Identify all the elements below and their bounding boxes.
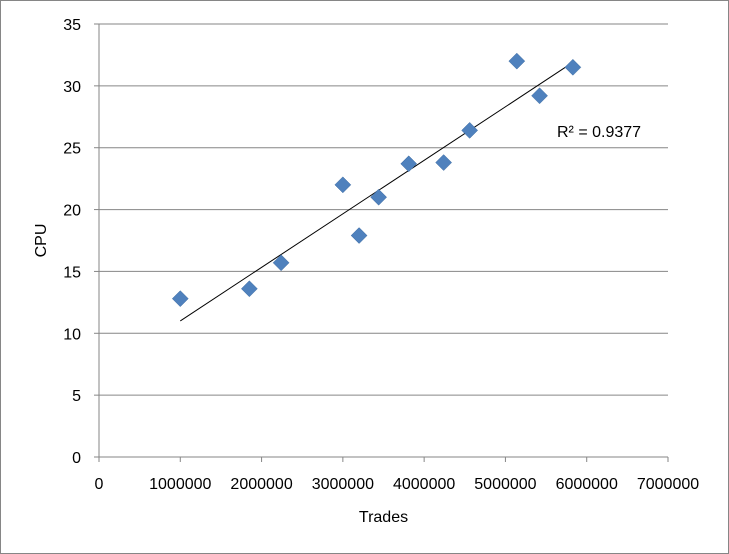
data-point [435,154,453,171]
x-tick-label: 5000000 [474,476,536,493]
x-tick-label: 7000000 [637,476,699,493]
data-point [564,58,582,76]
x-tick-label: 3000000 [312,476,374,493]
y-tick-label: 15 [63,264,81,281]
axes [94,23,669,462]
gridlines [99,23,668,396]
y-tick-label: 5 [72,388,81,405]
y-tick-label: 10 [63,326,81,343]
data-point [508,52,526,70]
y-tick-label: 20 [63,203,81,220]
data-point [241,280,258,298]
y-tick-labels: 0 5 10 15 20 25 30 35 [63,17,81,467]
x-tick-label: 4000000 [393,476,455,493]
y-tick-label: 0 [72,450,81,467]
data-point [272,254,290,272]
data-point [531,87,548,105]
y-tick-label: 25 [63,141,81,158]
x-tick-label: 2000000 [230,476,292,493]
y-axis-title: CPU [33,224,50,258]
r-squared-annotation: R² = 0.9377 [557,124,641,141]
data-point [171,290,189,307]
data-point [334,176,352,194]
x-axis-title: Trades [359,509,408,526]
data-points [171,52,582,307]
y-tick-label: 30 [63,79,81,96]
x-tick-label: 6000000 [556,476,618,493]
x-tick-label: 0 [95,476,104,493]
y-tick-label: 35 [63,17,81,34]
data-point [370,188,387,206]
x-tick-labels: 0 1000000 2000000 3000000 4000000 5000000 6000… [95,476,700,493]
data-point [350,227,368,244]
data-point [461,122,479,139]
x-tick-label: 1000000 [149,476,211,493]
data-point [400,155,418,173]
